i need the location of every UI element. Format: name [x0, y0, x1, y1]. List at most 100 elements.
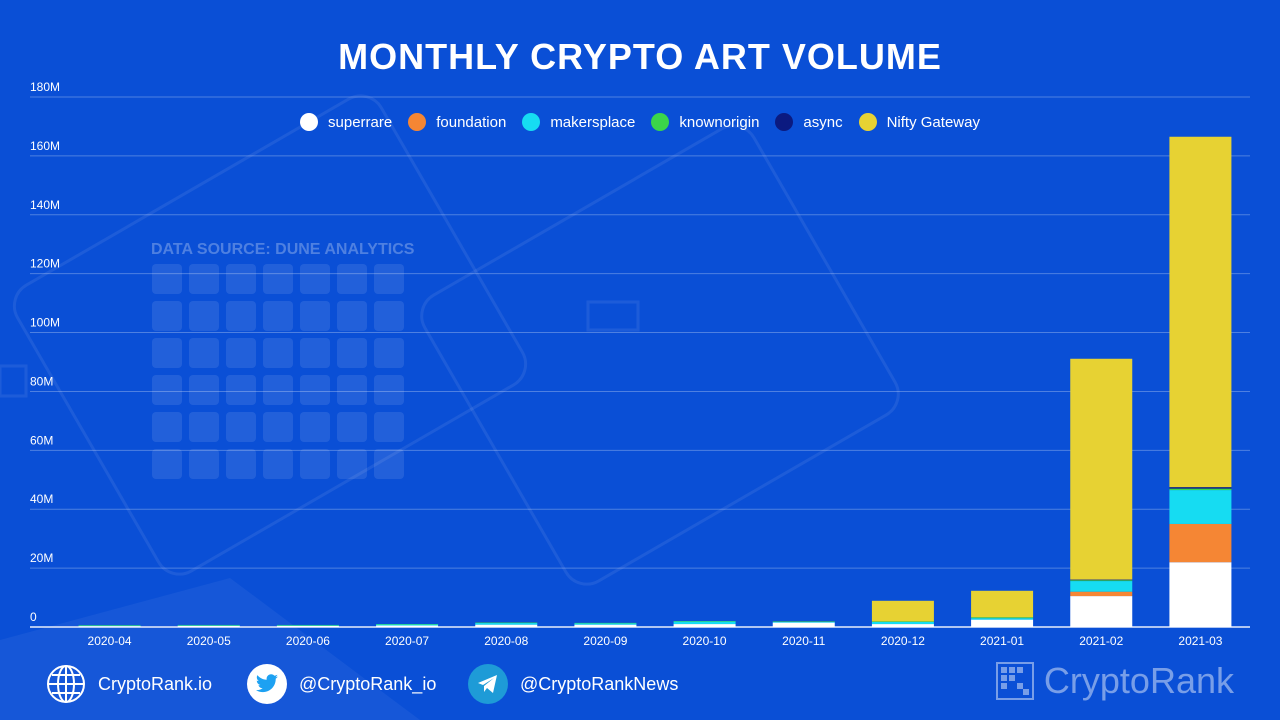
y-tick-label: 80M: [30, 374, 53, 388]
legend-swatch: [522, 113, 541, 131]
watermark-logo-icon: [152, 264, 404, 479]
telegram-icon: [468, 664, 508, 704]
bar-segment-makersplace: [475, 622, 538, 625]
legend-swatch: [858, 113, 877, 131]
bar-segment-knownorigin: [1169, 488, 1232, 491]
bar-segment-nifty-gateway: [1169, 136, 1232, 488]
globe-icon: [46, 664, 86, 704]
twitter-link[interactable]: @CryptoRank_io: [247, 664, 436, 704]
bar-segment-superrare: [376, 625, 439, 627]
bar-segment-knownorigin: [574, 622, 637, 624]
legend-swatch: [775, 113, 794, 131]
x-tick-label: 2020-06: [286, 634, 330, 648]
y-tick-label: 140M: [30, 198, 60, 212]
bar-segment-superrare: [574, 624, 637, 627]
bar-segment-nifty-gateway: [971, 590, 1034, 618]
bar-segment-makersplace: [871, 621, 934, 625]
bar-segment-knownorigin: [1070, 580, 1133, 582]
x-tick-label: 2020-09: [583, 634, 627, 648]
website-label: CryptoRank.io: [98, 673, 213, 694]
x-tick-label: 2020-10: [683, 634, 727, 648]
x-tick-label: 2020-12: [881, 634, 925, 648]
bar-segment-async: [1169, 487, 1232, 489]
bar-segment-makersplace: [673, 621, 736, 625]
chart-legend: superrare foundation makersplace knownor…: [0, 113, 1280, 131]
footer: CryptoRank.io @CryptoRank_io @CryptoRank…: [0, 660, 1280, 710]
x-tick-label: 2020-05: [187, 634, 231, 648]
cryptorank-brand: CryptoRank: [995, 660, 1234, 702]
bar-segment-makersplace: [1169, 490, 1232, 524]
bar-segment-nifty-gateway: [871, 600, 934, 622]
bar-segment-superrare: [1169, 562, 1232, 627]
bar-segment-makersplace: [1070, 581, 1133, 592]
legend-label: async: [803, 113, 843, 131]
bar-segment-knownorigin: [177, 624, 240, 626]
telegram-link[interactable]: @CryptoRankNews: [468, 664, 678, 704]
bar-segment-makersplace: [971, 618, 1034, 620]
legend-label: superrare: [328, 113, 393, 131]
bar-segment-nifty-gateway: [1070, 358, 1133, 580]
y-tick-label: 120M: [30, 257, 60, 271]
bar-segment-knownorigin: [673, 621, 736, 622]
x-tick-label: 2021-03: [1178, 634, 1222, 648]
legend-swatch: [408, 113, 427, 131]
bar-segment-makersplace: [276, 625, 339, 626]
legend-label: Nifty Gateway: [886, 113, 980, 131]
bar-segment-superrare: [673, 624, 736, 627]
legend-item-superrare[interactable]: superrare: [300, 113, 392, 131]
stacked-bar-chart: 0 20M 40M 60M 80M 100M 120M 140M 160M 180M 2020-04…: [30, 80, 1250, 648]
legend-label: knownorigin: [679, 113, 760, 131]
twitter-icon: [247, 664, 287, 704]
legend-swatch: [300, 113, 319, 131]
x-tick-label: 2020-07: [385, 634, 429, 648]
x-tick-label: 2020-11: [782, 634, 825, 648]
bar-segment-async: [1070, 579, 1133, 581]
bar-segment-knownorigin: [971, 617, 1034, 619]
x-tick-label: 2020-08: [484, 634, 528, 648]
bar-segment-superrare: [971, 619, 1034, 627]
bar-segment-knownorigin: [276, 624, 339, 626]
bar-segment-superrare: [276, 625, 339, 627]
y-tick-label: 20M: [30, 551, 53, 565]
legend-item-nifty-gateway[interactable]: Nifty Gateway: [858, 113, 980, 131]
bar-segment-makersplace: [177, 625, 240, 626]
bar-segment-knownorigin: [78, 625, 141, 626]
legend-item-makersplace[interactable]: makersplace: [522, 113, 635, 131]
bar-segment-knownorigin: [772, 621, 835, 622]
y-tick-label: 60M: [30, 433, 53, 447]
bar-segment-knownorigin: [475, 622, 538, 624]
bar-segment-superrare: [772, 622, 835, 627]
bar-segment-makersplace: [574, 623, 637, 625]
legend-item-knownorigin[interactable]: knownorigin: [651, 113, 759, 131]
legend-item-foundation[interactable]: foundation: [408, 113, 506, 131]
bar-segment-superrare: [78, 626, 141, 627]
y-tick-label: 100M: [30, 316, 60, 330]
bar-segment-foundation: [1070, 591, 1133, 597]
bar-segment-superrare: [177, 625, 240, 627]
legend-swatch: [651, 113, 670, 131]
legend-item-async[interactable]: async: [775, 113, 843, 131]
x-tick-label: 2021-02: [1079, 634, 1123, 648]
data-source-label: DATA SOURCE: DUNE ANALYTICS: [151, 241, 415, 258]
bar-segment-superrare: [475, 624, 538, 627]
x-tick-label: 2020-04: [88, 634, 132, 648]
telegram-label: @CryptoRankNews: [520, 673, 679, 694]
bar-segment-knownorigin: [376, 624, 439, 625]
website-link[interactable]: CryptoRank.io: [46, 664, 212, 704]
brand-label: CryptoRank: [1043, 660, 1234, 701]
bar-segment-makersplace: [78, 625, 141, 627]
bar-segment-makersplace: [376, 624, 439, 626]
bar-segment-makersplace: [772, 621, 835, 623]
bar-segment-superrare: [871, 624, 934, 627]
chart-title: MONTHLY CRYPTO ART VOLUME: [338, 36, 942, 77]
bar-segment-knownorigin: [871, 621, 934, 622]
y-tick-label: 180M: [30, 80, 60, 94]
cryptorank-logo-icon: [995, 662, 1034, 700]
bar-segment-foundation: [1169, 523, 1232, 563]
y-tick-label: 160M: [30, 139, 60, 153]
bar-segment-superrare: [1070, 596, 1133, 627]
legend-label: foundation: [436, 113, 507, 131]
y-tick-label: 0: [30, 610, 37, 624]
legend-label: makersplace: [550, 113, 636, 131]
